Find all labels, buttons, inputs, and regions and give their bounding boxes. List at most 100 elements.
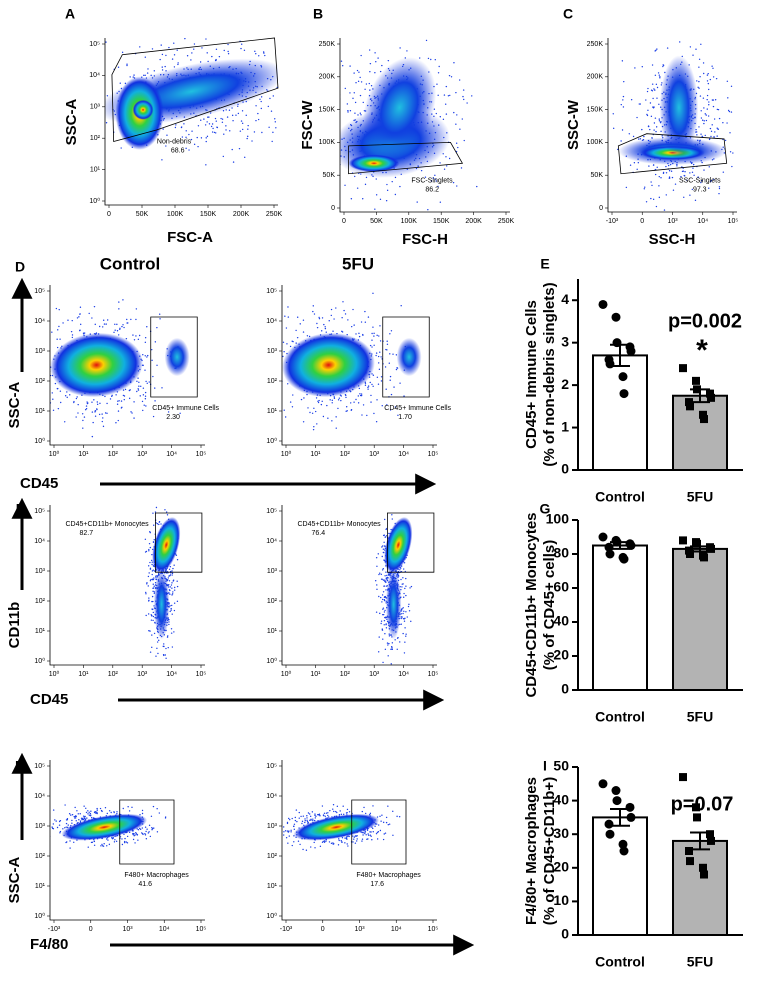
event-dot [437, 94, 439, 97]
event-dot [458, 79, 461, 81]
data-point [605, 359, 615, 369]
event-dot [385, 821, 388, 824]
gate-label: CD45+CD11b+ Monocytes [298, 521, 382, 528]
annotation: * [696, 334, 708, 367]
event-dot [406, 616, 408, 618]
event-dot [168, 621, 170, 623]
event-dot [357, 114, 359, 116]
event-dot [320, 120, 321, 121]
x-tick-label: 10⁰ [281, 450, 292, 458]
event-dot [96, 811, 98, 814]
data-point [605, 829, 615, 839]
data-point [700, 870, 708, 879]
event-dot [111, 394, 113, 397]
event-dot [331, 420, 333, 422]
event-dot [700, 43, 702, 45]
gate-value: 17.6 [370, 881, 384, 888]
event-dot [340, 395, 342, 397]
y-tick-label: 10² [90, 135, 101, 142]
event-dot [699, 75, 701, 78]
event-dot [381, 64, 383, 67]
event-dot [365, 83, 368, 85]
event-dot [362, 101, 364, 104]
event-dot [144, 826, 147, 828]
event-dot [384, 366, 387, 368]
event-dot [71, 334, 74, 336]
y-tick-label: 20 [553, 859, 569, 875]
event-dot [350, 198, 353, 200]
gate [119, 799, 175, 865]
event-dot [129, 76, 131, 78]
event-dot [385, 571, 387, 573]
event-dot [359, 76, 361, 79]
event-dot [171, 574, 173, 576]
event-dot [156, 641, 159, 643]
event-dot [89, 146, 90, 147]
event-dot [171, 587, 173, 589]
event-dot [341, 317, 343, 319]
event-dot [367, 388, 369, 390]
event-dot [152, 611, 155, 614]
event-dot [69, 847, 71, 849]
event-dot [362, 333, 364, 336]
event-dot [74, 806, 76, 809]
event-dot [362, 198, 364, 200]
event-dot [144, 369, 146, 371]
event-dot [247, 124, 249, 127]
event-dot [340, 399, 342, 402]
event-dot [376, 376, 379, 379]
event-dot [456, 185, 458, 187]
event-dot [96, 807, 98, 810]
event-dot [400, 305, 402, 307]
event-dot [324, 815, 326, 817]
event-dot [323, 814, 325, 817]
event-dot [654, 74, 657, 76]
data-point [685, 398, 693, 407]
event-dot [190, 138, 193, 141]
y-tick-label: 0 [561, 461, 569, 477]
event-dot [47, 323, 48, 324]
event-dot [274, 118, 276, 120]
event-dot [345, 394, 347, 397]
data-point [612, 796, 622, 806]
event-dot [171, 646, 174, 648]
event-dot [332, 330, 334, 332]
event-dot [432, 177, 435, 179]
event-dot [316, 322, 318, 325]
event-dot [52, 398, 54, 400]
event-dot [117, 400, 119, 402]
event-dot [58, 325, 60, 328]
event-dot [326, 116, 327, 117]
y-tick-label: 10² [35, 853, 46, 860]
event-dot [107, 839, 109, 841]
event-dot [213, 131, 216, 134]
event-dot [110, 811, 112, 814]
event-dot [386, 340, 388, 342]
event-dot [69, 394, 71, 396]
event-dot [708, 101, 710, 103]
event-dot [381, 601, 383, 603]
event-dot [99, 402, 101, 405]
event-dot [144, 834, 147, 836]
x-tick-label: 5FU [687, 709, 713, 725]
event-dot [311, 811, 314, 813]
x-axis-label: FSC-A [167, 229, 213, 246]
event-dot [122, 299, 124, 301]
event-dot [133, 401, 135, 403]
x-tick-label: 150K [200, 211, 217, 218]
event-dot [445, 156, 447, 158]
event-dot [284, 830, 287, 832]
event-dot [101, 326, 104, 328]
event-dot [689, 46, 692, 48]
event-dot [336, 805, 339, 808]
y-tick-label: 10² [267, 853, 278, 860]
event-dot [337, 399, 340, 401]
event-dot [285, 327, 288, 329]
event-dot [448, 74, 451, 77]
event-dot [75, 820, 77, 822]
x-tick-label: 10³ [354, 926, 365, 933]
event-dot [148, 831, 150, 833]
density-blob [396, 337, 422, 377]
